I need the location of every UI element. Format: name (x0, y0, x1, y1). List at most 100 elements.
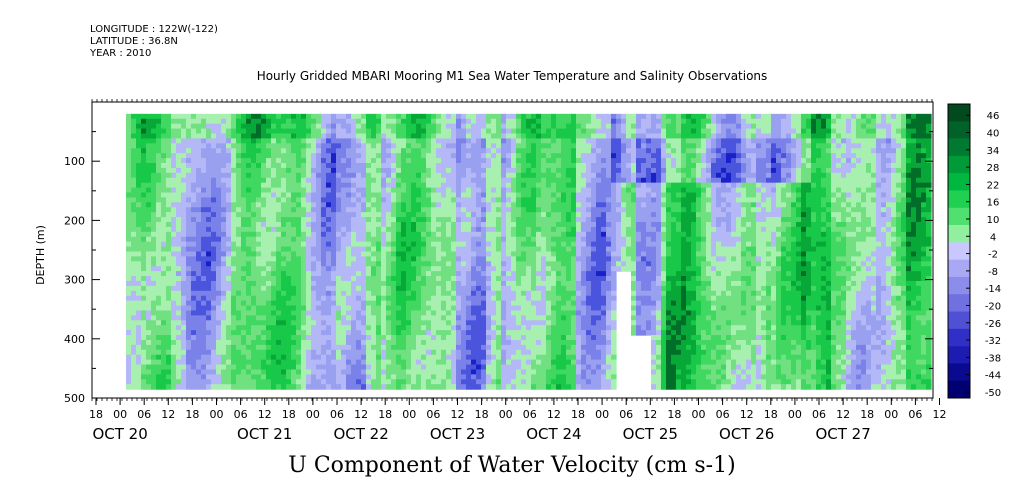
heatmap-cell (151, 133, 157, 140)
heatmap-cell (136, 276, 142, 282)
heatmap-cell (226, 276, 232, 282)
heatmap-cell (276, 138, 282, 144)
heatmap-cell (541, 364, 547, 371)
heatmap-cell (466, 315, 472, 321)
heatmap-cell (286, 256, 292, 262)
heatmap-cell (506, 197, 512, 203)
heatmap-cell (366, 177, 372, 184)
heatmap-cell (396, 221, 402, 228)
heatmap-cell (231, 384, 237, 390)
heatmap-cell (541, 241, 547, 248)
heatmap-cell (401, 300, 407, 307)
heatmap-cell (531, 280, 537, 287)
heatmap-cell (336, 280, 342, 287)
heatmap-cell (391, 236, 397, 243)
heatmap-cell (136, 128, 142, 135)
heatmap-cell (561, 231, 567, 238)
heatmap-cell (371, 221, 377, 228)
heatmap-cell (466, 276, 472, 282)
heatmap-cell (501, 138, 507, 144)
heatmap-cell (201, 217, 207, 223)
heatmap-cell (566, 113, 572, 120)
heatmap-cell (136, 256, 142, 262)
heatmap-cell (356, 113, 362, 120)
heatmap-cell (331, 172, 337, 179)
heatmap-cell (141, 197, 147, 203)
heatmap-cell (136, 300, 142, 307)
heatmap-cell (556, 197, 562, 203)
heatmap-cell (331, 231, 337, 238)
heatmap-cell (526, 197, 532, 203)
heatmap-cell (406, 300, 412, 307)
heatmap-cell (216, 236, 222, 243)
heatmap-cell (526, 226, 532, 233)
heatmap-cell (336, 261, 342, 267)
heatmap-cell (161, 158, 167, 164)
heatmap-cell (366, 379, 372, 385)
heatmap-cell (461, 280, 467, 287)
heatmap-cell (216, 217, 222, 223)
heatmap-cell (451, 241, 457, 248)
heatmap-cell (231, 148, 237, 154)
heatmap-cell (156, 138, 162, 144)
heatmap-cell (251, 285, 257, 292)
heatmap-cell (221, 251, 227, 257)
heatmap-cell (316, 359, 322, 366)
heatmap-cell (211, 379, 217, 385)
heatmap-cell (301, 256, 307, 262)
heatmap-cell (286, 295, 292, 302)
heatmap-cell (316, 197, 322, 203)
heatmap-cell (206, 177, 212, 184)
heatmap-cell (141, 374, 147, 380)
heatmap-cell (361, 212, 367, 218)
heatmap-cell (336, 128, 342, 135)
heatmap-cell (141, 335, 147, 341)
heatmap-cell (546, 143, 552, 149)
heatmap-cell (341, 354, 347, 361)
heatmap-cell (161, 187, 167, 194)
heatmap-cell (251, 236, 257, 243)
heatmap-cell (191, 290, 197, 297)
heatmap-cell (516, 354, 522, 361)
heatmap-cell (491, 158, 497, 164)
heatmap-cell (396, 207, 402, 213)
heatmap-cell (416, 339, 422, 346)
heatmap-cell (456, 339, 462, 346)
heatmap-cell (511, 261, 517, 267)
heatmap-cell (556, 236, 562, 243)
heatmap-cell (396, 305, 402, 312)
heatmap-cell (211, 364, 217, 371)
heatmap-cell (456, 231, 462, 238)
heatmap-cell (551, 354, 557, 361)
heatmap-cell (466, 212, 472, 218)
heatmap-cell (181, 158, 187, 164)
heatmap-cell (341, 226, 347, 233)
heatmap-cell (261, 182, 267, 189)
heatmap-cell (331, 339, 337, 346)
heatmap-cell (406, 167, 412, 174)
heatmap-cell (386, 231, 392, 238)
heatmap-cell (526, 305, 532, 312)
heatmap-cell (341, 330, 347, 336)
heatmap-cell (416, 138, 422, 144)
heatmap-cell (261, 241, 267, 248)
heatmap-cell (191, 300, 197, 307)
heatmap-cell (471, 221, 477, 228)
heatmap-cell (261, 276, 267, 282)
heatmap-cell (231, 276, 237, 282)
heatmap-cell (236, 305, 242, 312)
heatmap-cell (351, 290, 357, 297)
heatmap-cell (466, 182, 472, 189)
heatmap-cell (441, 359, 447, 366)
heatmap-cell (251, 339, 257, 346)
heatmap-cell (421, 236, 427, 243)
heatmap-cell (126, 172, 132, 179)
heatmap-cell (346, 359, 352, 366)
heatmap-cell (451, 325, 457, 331)
heatmap-cell (216, 128, 222, 135)
heatmap-cell (561, 163, 567, 169)
heatmap-cell (401, 138, 407, 144)
heatmap-cell (366, 271, 372, 277)
heatmap-cell (146, 123, 152, 130)
heatmap-cell (566, 285, 572, 292)
